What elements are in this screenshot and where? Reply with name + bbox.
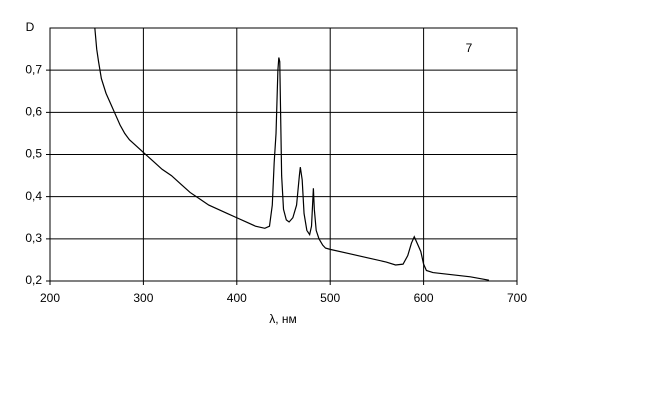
y-tick-label: 0,5 [25,147,42,161]
annotation: 7 [466,41,473,55]
y-axis-label: D [26,20,35,34]
x-tick-label: 500 [320,291,340,305]
x-tick-label: 400 [227,291,247,305]
x-tick-label: 700 [507,291,527,305]
x-tick-label: 300 [133,291,153,305]
y-tick-label: 0,3 [25,231,42,245]
x-tick-label: 600 [414,291,434,305]
line [94,28,490,281]
y-tick-label: 0,2 [25,273,42,287]
y-tick-label: 0,7 [25,62,42,76]
y-tick-label: 0,4 [25,189,42,203]
y-tick-label: 0,6 [25,105,42,119]
x-axis-label: λ, нм [269,312,297,326]
x-tick-label: 200 [40,291,60,305]
